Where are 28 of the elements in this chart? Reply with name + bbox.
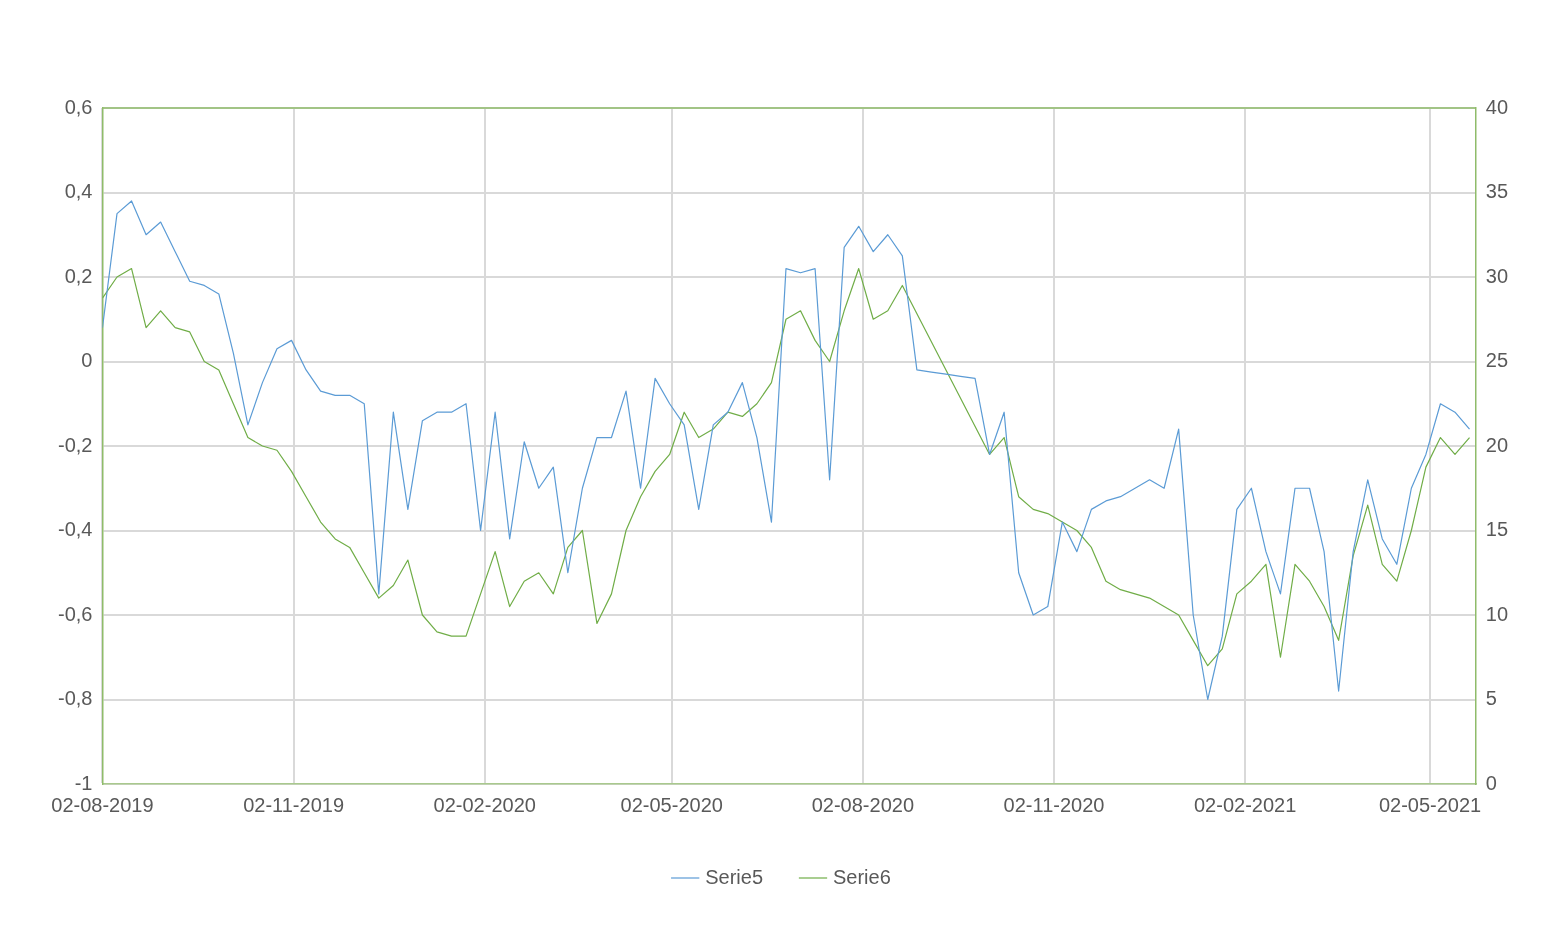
y2-tick-label: 40: [1485, 95, 1508, 118]
y2-tick-label: 20: [1485, 433, 1508, 456]
y-tick-label: 0: [81, 349, 93, 372]
x-tick-label: 02-11-2019: [243, 793, 345, 816]
y-tick-label: -0,2: [57, 433, 93, 456]
y-tick-label: 0,6: [64, 95, 93, 118]
y-tick-label: -0,8: [57, 687, 93, 710]
y2-tick-label: 35: [1485, 180, 1508, 203]
x-tick-label: 02-02-2020: [433, 793, 536, 816]
y2-tick-label: 25: [1485, 349, 1508, 372]
x-tick-label: 02-05-2021: [1378, 793, 1482, 816]
y2-tick-label: 10: [1485, 602, 1508, 625]
y-tick-label: -0,6: [57, 602, 93, 625]
y-tick-label: 0,4: [64, 180, 93, 203]
x-tick-label: 02-05-2020: [620, 793, 723, 816]
legend-label: Serie6: [833, 865, 891, 888]
legend-label: Serie5: [705, 865, 763, 888]
x-tick-label: 02-02-2021: [1193, 793, 1297, 816]
y2-tick-label: 15: [1485, 518, 1508, 541]
y2-tick-label: 30: [1485, 264, 1508, 287]
x-tick-label: 02-08-2019: [51, 793, 154, 816]
x-tick-label: 02-08-2020: [811, 793, 915, 816]
x-tick-label: 02-11-2020: [1003, 793, 1105, 816]
y-tick-label: 0,2: [64, 264, 93, 287]
y2-tick-label: 5: [1485, 687, 1497, 710]
y-tick-label: -0,4: [57, 518, 93, 541]
y2-tick-label: 0: [1485, 771, 1497, 794]
y-tick-label: -1: [74, 771, 93, 794]
